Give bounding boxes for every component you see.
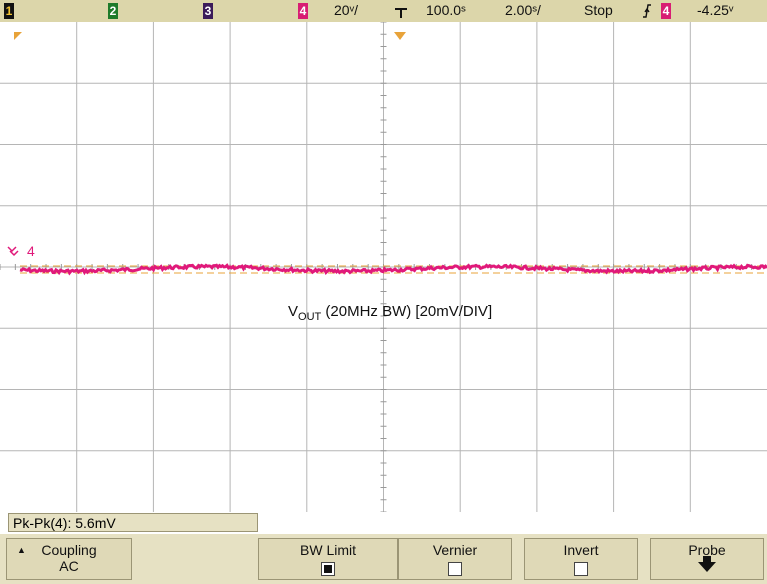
left-marker-icon (14, 32, 22, 40)
arrow-down-icon (698, 556, 716, 572)
measurement-readout: Pk-Pk(4): 5.6mV (8, 513, 258, 532)
trigger-position-icon (394, 4, 408, 21)
probe-softkey[interactable]: Probe (650, 538, 764, 580)
trigger-source-indicator[interactable]: 4 (661, 3, 671, 19)
status-bar: 1 2 3 4 20ᵛ/ 100.0ˢ 2.00ˢ/ Stop 4 -4.25ᵛ (0, 0, 767, 23)
rising-edge-icon (642, 3, 652, 22)
channel-4-scale: 20ᵛ/ (334, 2, 358, 18)
vernier-label: Vernier (432, 542, 478, 558)
coupling-softkey[interactable]: ▲ Coupling AC (6, 538, 132, 580)
channel-4-ground-marker (7, 246, 19, 257)
channel-1-indicator[interactable]: 1 (4, 3, 14, 19)
vernier-checkbox[interactable] (448, 562, 462, 576)
graticule: 4 VOUT (20MHz BW) [20mV/DIV] (0, 21, 767, 513)
channel-4-trace (19, 263, 767, 276)
coupling-label: ▲ Coupling (17, 542, 97, 558)
probe-label: Probe (688, 542, 726, 558)
bw-limit-softkey[interactable]: BW Limit (258, 538, 398, 580)
invert-softkey[interactable]: Invert (524, 538, 638, 580)
trigger-marker-icon (394, 32, 406, 40)
softkey-bar: ▲ Coupling AC BW Limit Vernier Invert Pr… (0, 534, 767, 584)
invert-checkbox[interactable] (574, 562, 588, 576)
run-state: Stop (584, 2, 613, 18)
channel-4-marker-label: 4 (27, 243, 35, 259)
trigger-level: -4.25ᵛ (697, 2, 734, 18)
time-scale: 2.00ˢ/ (505, 2, 541, 18)
bw-limit-label: BW Limit (300, 542, 356, 558)
coupling-value: AC (59, 558, 79, 574)
channel-3-indicator[interactable]: 3 (203, 3, 213, 19)
scope-display[interactable]: 4 VOUT (20MHz BW) [20mV/DIV] (0, 21, 767, 513)
channel-4-indicator[interactable]: 4 (298, 3, 308, 19)
invert-label: Invert (563, 542, 599, 558)
bw-limit-checkbox[interactable] (321, 562, 335, 576)
time-delay: 100.0ˢ (426, 2, 466, 18)
channel-2-indicator[interactable]: 2 (108, 3, 118, 19)
vernier-softkey[interactable]: Vernier (398, 538, 512, 580)
cycle-up-icon: ▲ (17, 545, 26, 555)
waveform-annotation: VOUT (20MHz BW) [20mV/DIV] (288, 303, 492, 323)
